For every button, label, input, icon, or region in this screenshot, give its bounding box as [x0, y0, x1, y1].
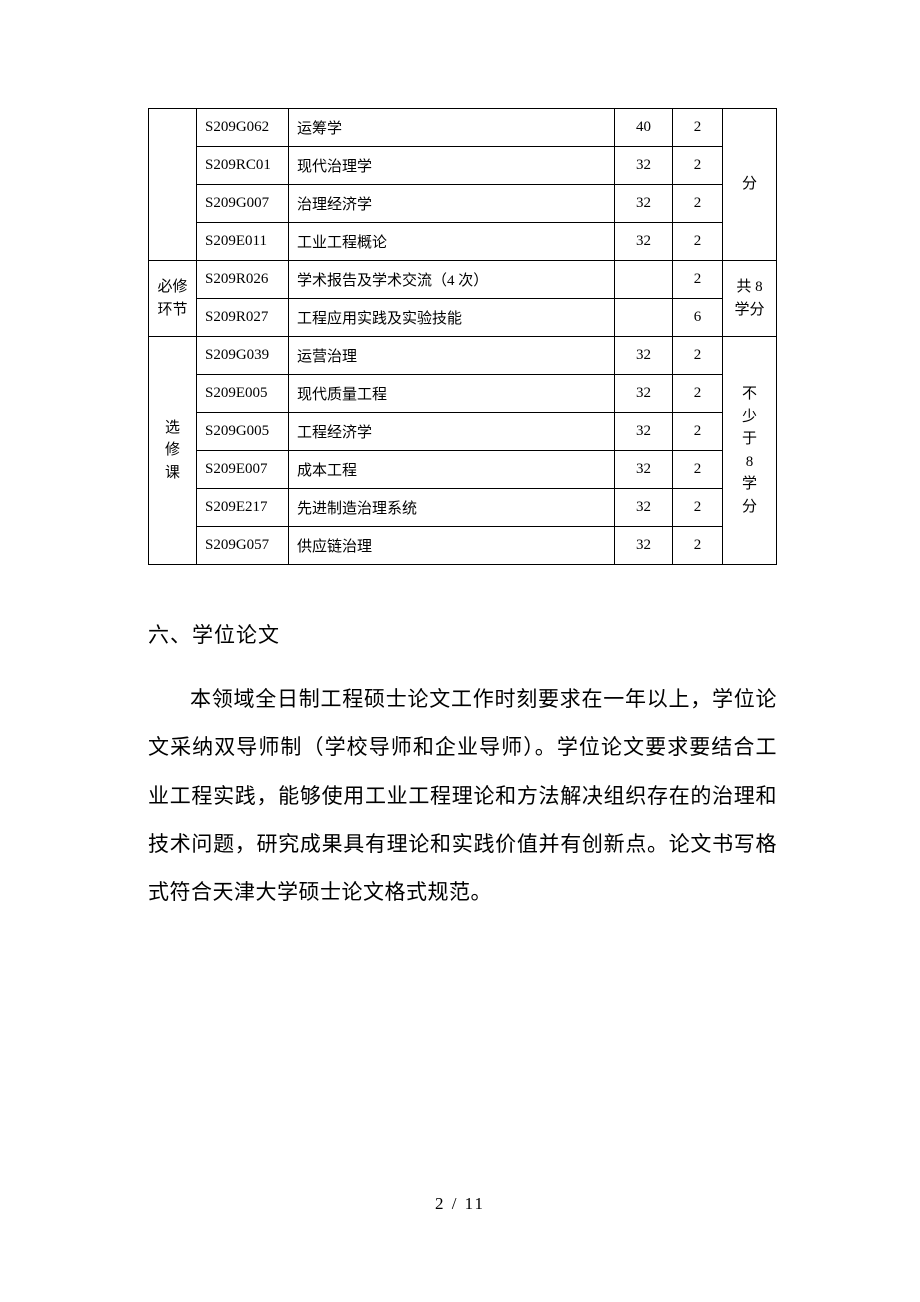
- category-cell: 必修环节: [149, 261, 197, 337]
- course-name: 先进制造治理系统: [289, 489, 615, 527]
- table-row: S209E217 先进制造治理系统 32 2: [149, 489, 777, 527]
- course-code: S209E217: [197, 489, 289, 527]
- course-name: 现代治理学: [289, 147, 615, 185]
- course-hours: [615, 299, 673, 337]
- table-row: S209G005 工程经济学 32 2: [149, 413, 777, 451]
- table-row: S209G007 治理经济学 32 2: [149, 185, 777, 223]
- course-code: S209E011: [197, 223, 289, 261]
- course-credits: 2: [673, 185, 723, 223]
- course-name: 现代质量工程: [289, 375, 615, 413]
- table-row: S209G062 运筹学 40 2 分: [149, 109, 777, 147]
- table-row: 必修环节 S209R026 学术报告及学术交流（4 次） 2 共 8学分: [149, 261, 777, 299]
- table-row: S209E011 工业工程概论 32 2: [149, 223, 777, 261]
- course-code: S209R027: [197, 299, 289, 337]
- course-hours: 40: [615, 109, 673, 147]
- page-content: S209G062 运筹学 40 2 分 S209RC01 现代治理学 32 2 …: [0, 0, 920, 916]
- course-code: S209E007: [197, 451, 289, 489]
- table-row: 选修课 S209G039 运营治理 32 2 不少于8学分: [149, 337, 777, 375]
- note-cell: 分: [723, 109, 777, 261]
- course-name: 运筹学: [289, 109, 615, 147]
- course-hours: 32: [615, 489, 673, 527]
- section-body: 本领域全日制工程硕士论文工作时刻要求在一年以上，学位论文采纳双导师制（学校导师和…: [148, 675, 777, 916]
- course-name: 工程应用实践及实验技能: [289, 299, 615, 337]
- course-hours: [615, 261, 673, 299]
- table-row: S209E005 现代质量工程 32 2: [149, 375, 777, 413]
- course-credits: 2: [673, 451, 723, 489]
- page-footer: 2 / 11: [0, 1194, 920, 1214]
- course-code: S209G057: [197, 527, 289, 565]
- course-code: S209RC01: [197, 147, 289, 185]
- course-name: 治理经济学: [289, 185, 615, 223]
- course-hours: 32: [615, 527, 673, 565]
- course-credits: 6: [673, 299, 723, 337]
- course-credits: 2: [673, 413, 723, 451]
- course-hours: 32: [615, 223, 673, 261]
- course-code: S209G007: [197, 185, 289, 223]
- course-credits: 2: [673, 527, 723, 565]
- note-cell: 共 8学分: [723, 261, 777, 337]
- course-hours: 32: [615, 147, 673, 185]
- course-table: S209G062 运筹学 40 2 分 S209RC01 现代治理学 32 2 …: [148, 108, 777, 565]
- course-name: 工业工程概论: [289, 223, 615, 261]
- course-hours: 32: [615, 337, 673, 375]
- course-credits: 2: [673, 147, 723, 185]
- course-name: 供应链治理: [289, 527, 615, 565]
- course-hours: 32: [615, 413, 673, 451]
- course-credits: 2: [673, 109, 723, 147]
- course-name: 工程经济学: [289, 413, 615, 451]
- course-name: 成本工程: [289, 451, 615, 489]
- table-row: S209E007 成本工程 32 2: [149, 451, 777, 489]
- table-row: S209R027 工程应用实践及实验技能 6: [149, 299, 777, 337]
- course-code: S209G062: [197, 109, 289, 147]
- course-code: S209R026: [197, 261, 289, 299]
- course-credits: 2: [673, 375, 723, 413]
- table-row: S209RC01 现代治理学 32 2: [149, 147, 777, 185]
- course-credits: 2: [673, 489, 723, 527]
- category-cell: [149, 109, 197, 261]
- category-cell: 选修课: [149, 337, 197, 565]
- course-name: 学术报告及学术交流（4 次）: [289, 261, 615, 299]
- course-credits: 2: [673, 337, 723, 375]
- table-row: S209G057 供应链治理 32 2: [149, 527, 777, 565]
- course-hours: 32: [615, 375, 673, 413]
- note-cell: 不少于8学分: [723, 337, 777, 565]
- section-heading: 六、学位论文: [148, 619, 777, 649]
- course-code: S209E005: [197, 375, 289, 413]
- course-credits: 2: [673, 261, 723, 299]
- course-hours: 32: [615, 451, 673, 489]
- course-code: S209G005: [197, 413, 289, 451]
- course-code: S209G039: [197, 337, 289, 375]
- course-hours: 32: [615, 185, 673, 223]
- course-credits: 2: [673, 223, 723, 261]
- course-name: 运营治理: [289, 337, 615, 375]
